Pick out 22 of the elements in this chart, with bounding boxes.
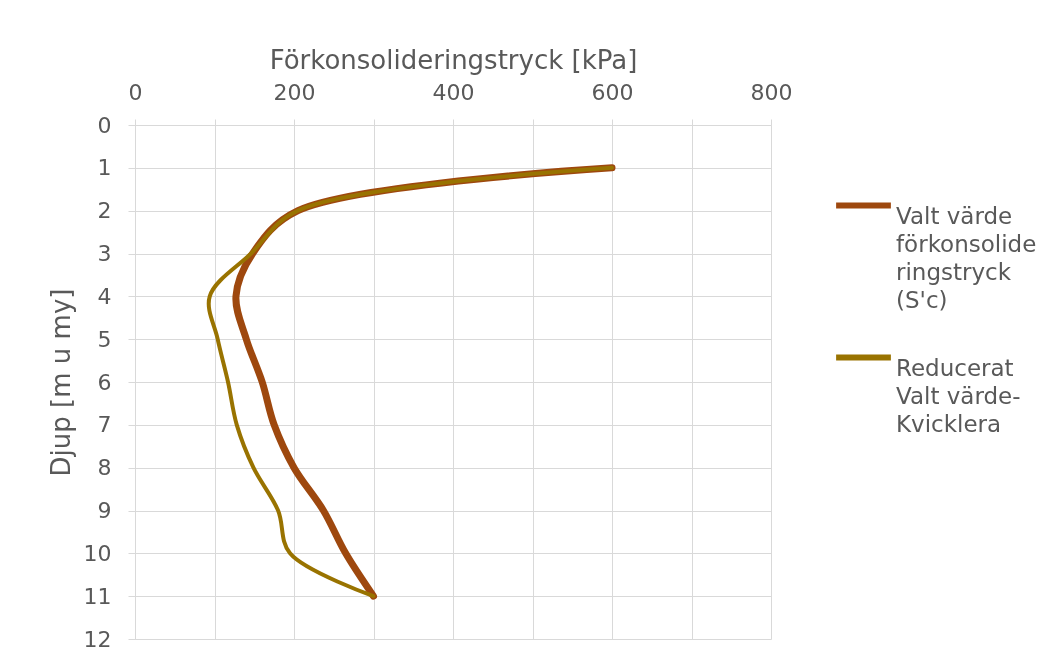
y-tick-label: 3 — [97, 241, 112, 266]
x-tick-label: 800 — [750, 79, 793, 105]
y-tick-label: 9 — [97, 498, 112, 523]
legend-label: Reducerat Valt värde-Kvicklera — [896, 354, 1021, 437]
y-tick-label: 10 — [83, 540, 112, 566]
legend-label: Valt värde förkonsolideringstryck (S'c) — [896, 202, 1037, 313]
y-tick-label: 8 — [97, 455, 112, 481]
x-tick-label: 600 — [591, 79, 634, 105]
y-tick-label: 0 — [97, 112, 112, 138]
x-tick-label: 0 — [128, 79, 143, 105]
y-tick-label: 7 — [97, 412, 112, 438]
y-tick-label: 12 — [83, 626, 112, 652]
x-tick-label: 200 — [273, 79, 316, 105]
y-tick-label: 11 — [83, 583, 112, 609]
y-axis-title: Djup [m u my] — [45, 288, 76, 477]
y-tick-label: 4 — [97, 283, 112, 309]
y-tick-label: 6 — [97, 369, 112, 395]
y-tick-label: 1 — [97, 155, 112, 181]
x-axis-title: Förkonsolideringstryck [kPa] — [269, 44, 638, 75]
y-tick-label: 2 — [97, 198, 112, 224]
x-tick-label: 400 — [432, 79, 475, 105]
y-tick-label: 5 — [97, 326, 112, 352]
